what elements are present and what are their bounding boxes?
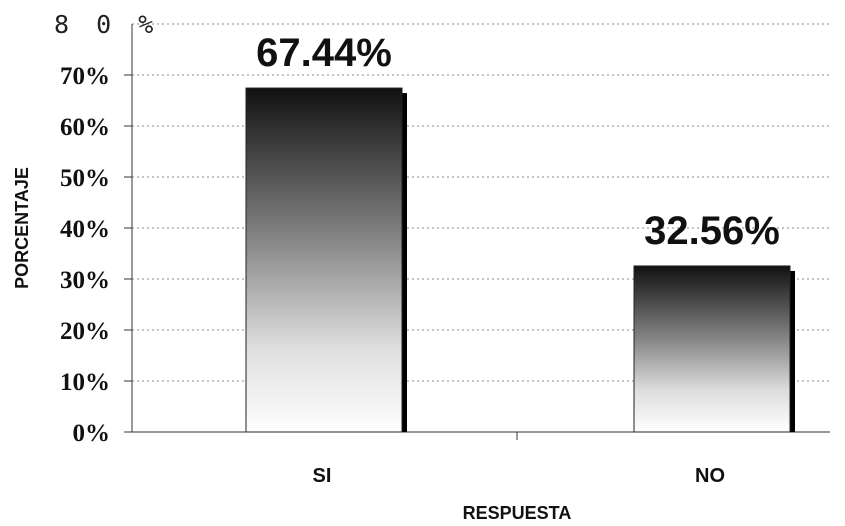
x-tick-label-no: NO [695, 465, 725, 487]
data-label-si: 67.44% [256, 31, 392, 75]
y-axis-title: PORCENTAJE [12, 167, 32, 289]
y-tick-label-0: 0% [73, 420, 111, 447]
y-tick-label-60: 60% [60, 114, 110, 141]
labels: 67.44% SI 32.56% NO [256, 31, 780, 487]
bar-si [245, 87, 403, 433]
x-tick-label-si: SI [313, 465, 332, 487]
x-axis-title: RESPUESTA [463, 503, 572, 523]
bars [245, 87, 795, 433]
y-tick-label-30: 30% [60, 267, 110, 294]
bar-no [633, 265, 791, 433]
y-tick-label-50: 50% [60, 165, 110, 192]
y-tick-label-20: 20% [60, 318, 110, 345]
y-tick-labels: 0% 10% 20% 30% 40% 50% 60% 70% 8 0 % [54, 10, 159, 447]
y-tick-label-80: 8 0 % [54, 10, 159, 39]
y-tick-label-40: 40% [60, 216, 110, 243]
data-label-no: 32.56% [644, 209, 780, 253]
y-tick-label-70: 70% [60, 63, 110, 90]
y-tick-label-10: 10% [60, 369, 110, 396]
